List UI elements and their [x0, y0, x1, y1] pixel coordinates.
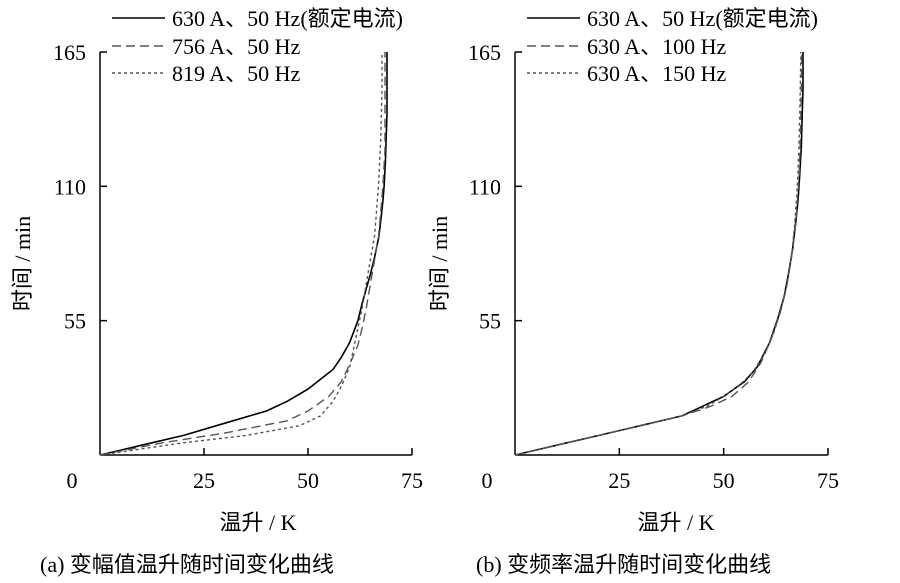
- legend-label: 756 A、50 Hz: [172, 34, 301, 59]
- x-axis-label: 温升 / K: [219, 510, 296, 535]
- y-tick-label: 165: [53, 40, 86, 65]
- y-axis-label: 时间 / min: [427, 216, 452, 311]
- x-tick-label: 50: [713, 468, 735, 493]
- legend-label: 630 A、150 Hz: [587, 61, 727, 86]
- y-tick-label: 110: [54, 174, 86, 199]
- series-line: [514, 51, 803, 456]
- origin-label: 0: [67, 468, 78, 493]
- panel-b: 55 110 165 25 50 75 0 温升 / K 时间 / min 630 A、50 Hz…: [427, 6, 839, 577]
- x-axis-label: 温升 / K: [637, 510, 714, 535]
- x-tick-label: 25: [608, 468, 630, 493]
- y-axis-label: 时间 / min: [10, 216, 35, 311]
- legend-label: 630 A、50 Hz(额定电流): [172, 6, 403, 31]
- x-tick-label: 75: [817, 468, 839, 493]
- y-tick-label: 110: [469, 174, 501, 199]
- series-line: [99, 52, 383, 456]
- panel-caption: (b) 变频率温升随时间变化曲线: [476, 552, 771, 577]
- x-tick-label: 50: [297, 468, 319, 493]
- series-line: [514, 52, 804, 456]
- panel-a: 55 110 165 25 50 75 0 温升 / K 时间 / min 630 A、50 Hz…: [10, 6, 423, 577]
- series-line: [99, 52, 386, 456]
- x-tick-label: 75: [401, 468, 423, 493]
- y-tick-label: 165: [468, 40, 501, 65]
- x-tick-label: 25: [193, 468, 215, 493]
- legend-label: 630 A、100 Hz: [587, 34, 727, 59]
- legend-label: 630 A、50 Hz(额定电流): [587, 6, 818, 31]
- y-tick-label: 55: [64, 309, 86, 334]
- y-tick-label: 55: [479, 309, 501, 334]
- series-line: [99, 52, 388, 456]
- legend-label: 819 A、50 Hz: [172, 61, 301, 86]
- origin-label: 0: [482, 468, 493, 493]
- panel-caption: (a) 变幅值温升随时间变化曲线: [40, 552, 334, 577]
- series-line: [514, 51, 802, 456]
